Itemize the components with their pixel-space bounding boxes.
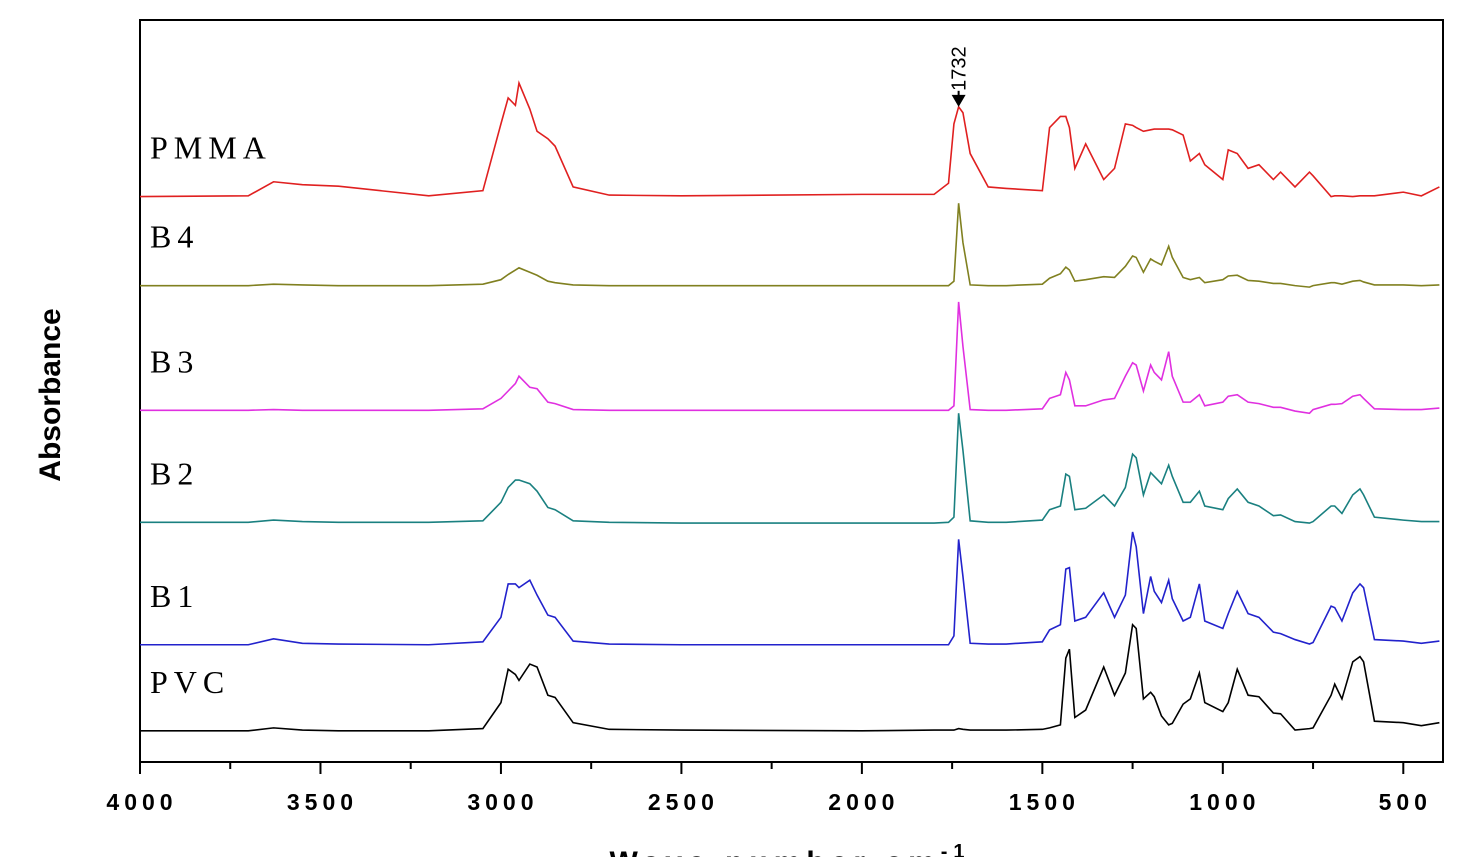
- spectrum-line: [139, 80, 1440, 198]
- x-tick-label: 1000: [1189, 789, 1260, 815]
- x-axis-label-text: Wave number cm: [609, 846, 940, 857]
- series-label: B4: [150, 219, 199, 255]
- x-axis-label-exponent: -1: [941, 841, 971, 857]
- x-tick-label: 4000: [106, 789, 177, 815]
- spectrum-line: [140, 413, 1440, 524]
- spectrum-line: [140, 301, 1440, 415]
- series-label: B2: [150, 455, 199, 491]
- series-label: B1: [150, 578, 199, 614]
- x-tick-label: 2500: [648, 789, 719, 815]
- annotation-arrowhead: [951, 94, 966, 107]
- x-tick-label: 2000: [828, 789, 899, 815]
- series-label: PVC: [150, 664, 230, 700]
- spectrum-line: [140, 531, 1440, 646]
- spectrum-line: [140, 623, 1440, 732]
- y-axis-label: Absorbance: [34, 308, 67, 481]
- x-tick-label: 3000: [467, 789, 538, 815]
- x-axis-label: Wave number cm-1: [609, 841, 970, 857]
- series-label: B3: [150, 343, 199, 379]
- x-tick-label: 3500: [287, 789, 358, 815]
- spectrum-line: [140, 203, 1440, 288]
- series-label: PMMA: [150, 130, 272, 166]
- x-tick-label: 500: [1379, 789, 1432, 815]
- plot-frame: [139, 19, 1444, 763]
- annotation-label: 1732: [949, 46, 971, 91]
- x-tick-label: 1500: [1009, 789, 1080, 815]
